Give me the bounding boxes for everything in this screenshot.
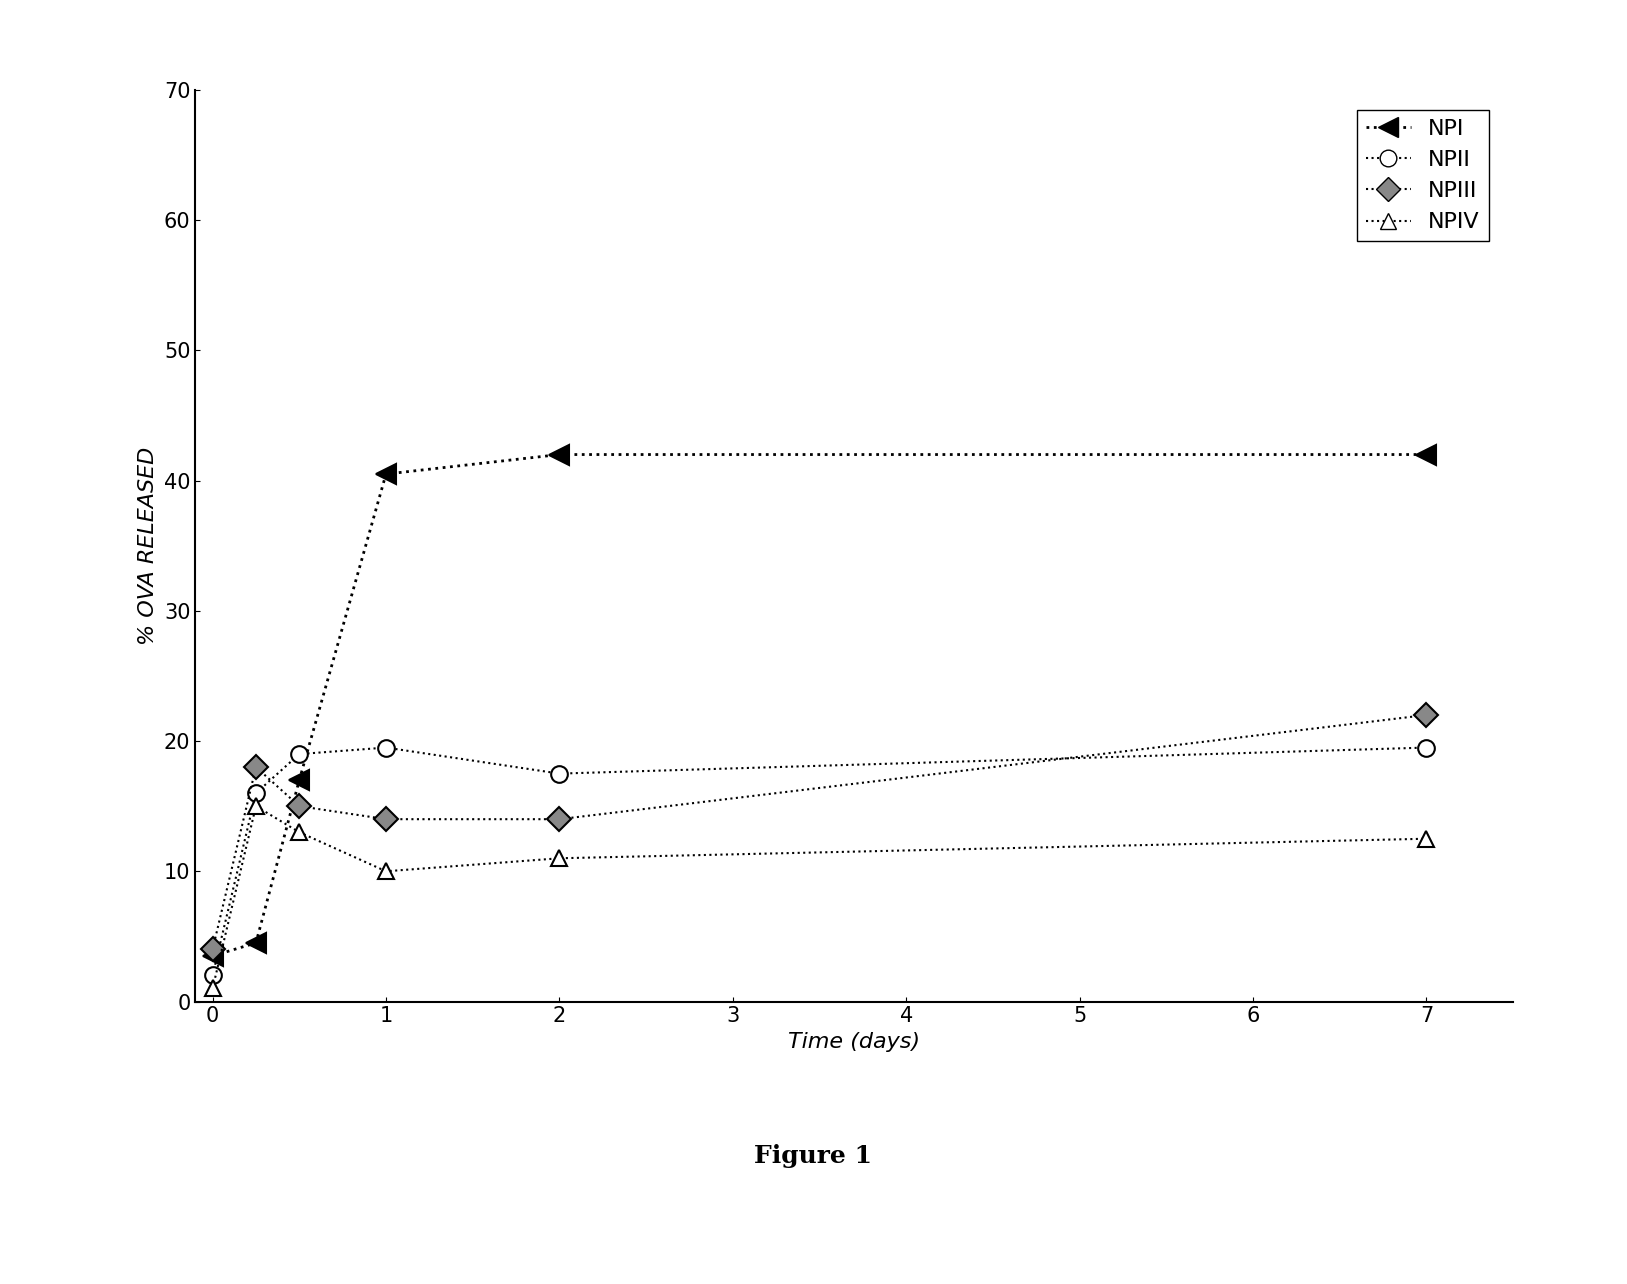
NPIII <box>1417 707 1437 723</box>
NPIII <box>290 799 309 814</box>
Text: Figure 1: Figure 1 <box>755 1144 872 1167</box>
Line: NPIII: NPIII <box>205 706 1435 958</box>
NPIV <box>550 850 569 865</box>
NPII <box>550 765 569 781</box>
Line: NPIV: NPIV <box>205 797 1435 996</box>
NPI <box>1417 447 1437 462</box>
Legend: NPI, NPII, NPIII, NPIV: NPI, NPII, NPIII, NPIV <box>1357 110 1489 241</box>
NPII <box>246 786 265 801</box>
Y-axis label: % OVA RELEASED: % OVA RELEASED <box>138 447 158 645</box>
NPII <box>376 740 395 755</box>
NPI <box>290 773 309 788</box>
NPIII <box>550 811 569 827</box>
NPI <box>550 447 569 462</box>
NPII <box>290 746 309 761</box>
Line: NPII: NPII <box>205 740 1435 984</box>
NPIV <box>203 981 223 996</box>
X-axis label: Time (days): Time (days) <box>787 1032 921 1052</box>
NPII <box>203 968 223 984</box>
NPII <box>1417 740 1437 755</box>
NPI <box>246 935 265 950</box>
Line: NPI: NPI <box>203 444 1437 966</box>
NPIII <box>203 941 223 957</box>
NPI <box>376 466 395 482</box>
NPIII <box>376 811 395 827</box>
NPI <box>203 948 223 963</box>
NPIV <box>1417 831 1437 846</box>
NPIV <box>376 864 395 880</box>
NPIV <box>290 824 309 840</box>
NPIV <box>246 799 265 814</box>
NPIII <box>246 759 265 774</box>
